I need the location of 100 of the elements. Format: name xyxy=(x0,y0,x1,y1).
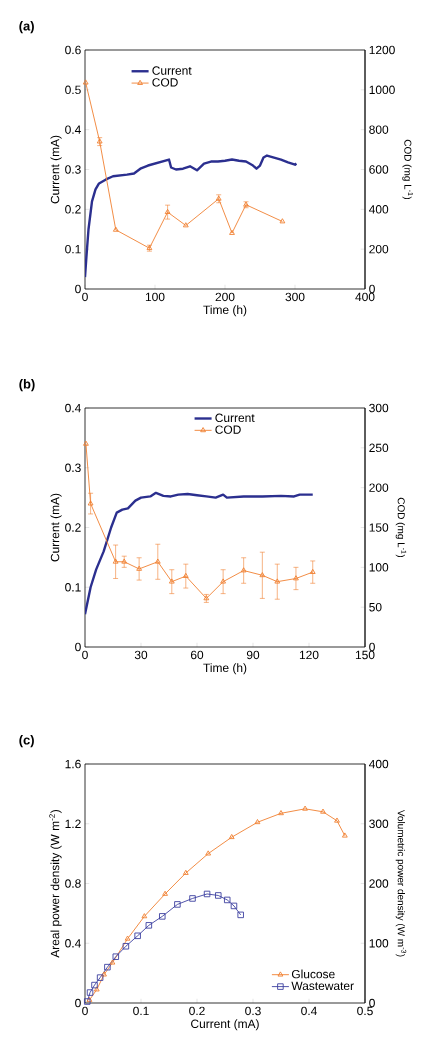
chart-title: (c) xyxy=(19,735,34,748)
point xyxy=(112,558,119,564)
line-series xyxy=(85,491,314,616)
x-tick-label: 150 xyxy=(355,650,375,660)
x-tick-label: 30 xyxy=(134,650,148,660)
y2-tick-label: 600 xyxy=(369,165,389,174)
point xyxy=(205,850,212,856)
legend-label: Current xyxy=(215,413,255,423)
y-axis-title: Current (mA) xyxy=(50,493,62,562)
point xyxy=(229,229,235,235)
point xyxy=(136,565,142,571)
x-tick-label: 0 xyxy=(82,292,88,302)
y-tick-label: 1.6 xyxy=(65,759,81,769)
y2-tick-label: 100 xyxy=(369,939,389,948)
x-tick-label: 0.3 xyxy=(245,1006,261,1016)
point xyxy=(182,869,189,875)
legend-label: Glucose xyxy=(291,969,335,979)
y2-tick-label: 1200 xyxy=(369,45,395,55)
y-tick-label: 0.4 xyxy=(65,939,81,948)
x-tick-label: 100 xyxy=(145,292,165,302)
point xyxy=(293,575,299,581)
x-tick-label: 0 xyxy=(82,650,88,660)
y2-tick-label: 200 xyxy=(369,483,389,492)
y-tick-label: 1.2 xyxy=(65,819,81,828)
point xyxy=(159,913,166,920)
y-tick-label: 0.2 xyxy=(65,205,81,214)
y-tick-label: 0.4 xyxy=(65,125,81,134)
point xyxy=(91,981,98,989)
point xyxy=(334,817,340,823)
point xyxy=(254,819,261,825)
point xyxy=(154,558,161,564)
y-axis-title: Areal power density (W m$^{-2}$) xyxy=(49,810,62,958)
y-tick-label: 0.8 xyxy=(65,879,81,888)
x-tick-label: 0.1 xyxy=(133,1006,149,1016)
point xyxy=(274,578,281,584)
x-axis-title: Current (mA) xyxy=(191,1019,259,1031)
legend-label: Current xyxy=(152,66,192,75)
legend-label: COD xyxy=(152,78,178,87)
y2-axis-title: Volumetric power density (W m$^{-3}$) xyxy=(395,809,407,957)
point xyxy=(86,989,94,996)
x-tick-label: 300 xyxy=(285,292,305,302)
point xyxy=(174,901,181,908)
x-tick-label: 60 xyxy=(190,650,204,660)
y2-axis-title: COD (mg L$^{-1}$) xyxy=(402,139,413,200)
y-tick-label: 0.1 xyxy=(65,244,81,254)
y2-tick-label: 50 xyxy=(369,602,382,612)
point xyxy=(302,805,308,811)
point xyxy=(215,892,222,899)
y2-tick-label: 250 xyxy=(369,443,389,453)
y-tick-label: 0.5 xyxy=(65,85,81,95)
point xyxy=(93,986,100,992)
y-tick-label: 0 xyxy=(75,284,81,294)
point xyxy=(182,222,189,228)
point xyxy=(259,572,266,578)
y2-tick-label: 100 xyxy=(369,563,389,572)
point xyxy=(141,913,148,919)
point xyxy=(164,208,171,214)
point xyxy=(224,896,231,904)
point xyxy=(87,500,94,506)
point xyxy=(320,808,326,814)
y2-tick-label: 300 xyxy=(369,819,389,828)
point xyxy=(101,971,107,977)
point xyxy=(240,567,247,573)
point xyxy=(122,943,130,950)
y-axis-title: Current (mA) xyxy=(50,135,62,204)
x-tick-label: 200 xyxy=(215,292,235,302)
legend-label: COD xyxy=(215,425,241,434)
x-tick-label: 90 xyxy=(246,650,260,660)
y2-tick-label: 400 xyxy=(369,205,389,214)
point xyxy=(168,578,175,584)
y2-axis-title: COD (mg L$^{-1}$) xyxy=(395,497,407,558)
point xyxy=(104,963,111,971)
y2-tick-label: 200 xyxy=(369,879,389,888)
y2-tick-label: 800 xyxy=(369,125,389,134)
point xyxy=(121,558,128,564)
x-tick-label: 0.2 xyxy=(189,1006,205,1016)
y2-tick-label: 0 xyxy=(369,998,375,1008)
point xyxy=(124,935,131,941)
y-tick-label: 0.3 xyxy=(65,165,81,174)
y2-tick-label: 300 xyxy=(369,403,389,413)
point xyxy=(134,932,141,940)
y-tick-label: 0.4 xyxy=(65,403,81,413)
y-tick-label: 0.3 xyxy=(65,463,81,472)
point xyxy=(228,833,235,840)
x-tick-label: 120 xyxy=(299,650,319,660)
y2-tick-label: 400 xyxy=(369,759,389,769)
y2-tick-label: 0 xyxy=(369,284,375,294)
point xyxy=(112,953,120,960)
point xyxy=(162,890,168,896)
point xyxy=(182,572,189,578)
chart-title: (b) xyxy=(19,379,35,392)
y2-tick-label: 200 xyxy=(369,244,389,254)
point xyxy=(112,226,119,232)
x-axis-title: Time (h) xyxy=(203,663,247,675)
point xyxy=(96,974,104,981)
point xyxy=(189,895,196,902)
legend-label: Wastewater xyxy=(291,981,354,991)
y-tick-label: 0 xyxy=(75,642,81,652)
y2-tick-label: 150 xyxy=(369,523,389,532)
point xyxy=(230,902,238,910)
